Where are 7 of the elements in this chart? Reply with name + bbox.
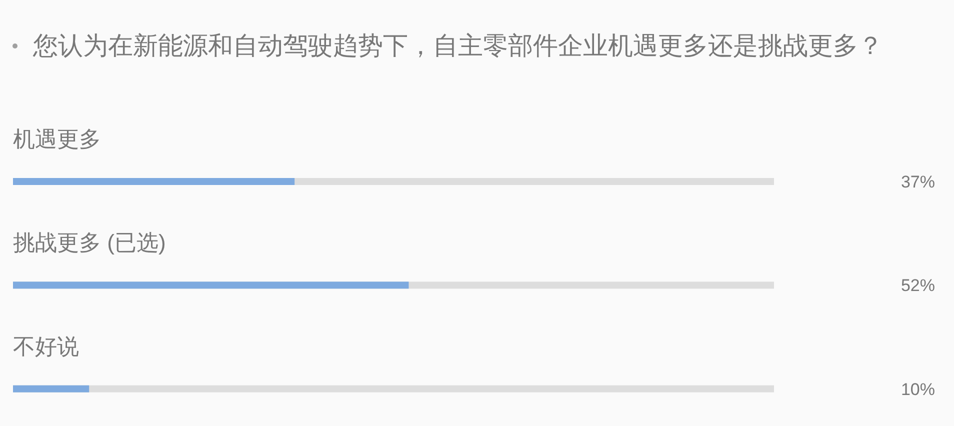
- value-label: 37%: [900, 172, 935, 192]
- category-label: 不好说: [13, 334, 79, 359]
- value-label: 52%: [900, 276, 935, 296]
- value-label: 10%: [900, 380, 935, 399]
- title: 您认为在新能源和自动驾驶趋势下，自主零部件企业机遇更多还是挑战更多？: [33, 32, 883, 60]
- category-label: 挑战更多 (已选): [13, 230, 166, 256]
- category-label: 机遇更多: [13, 126, 101, 152]
